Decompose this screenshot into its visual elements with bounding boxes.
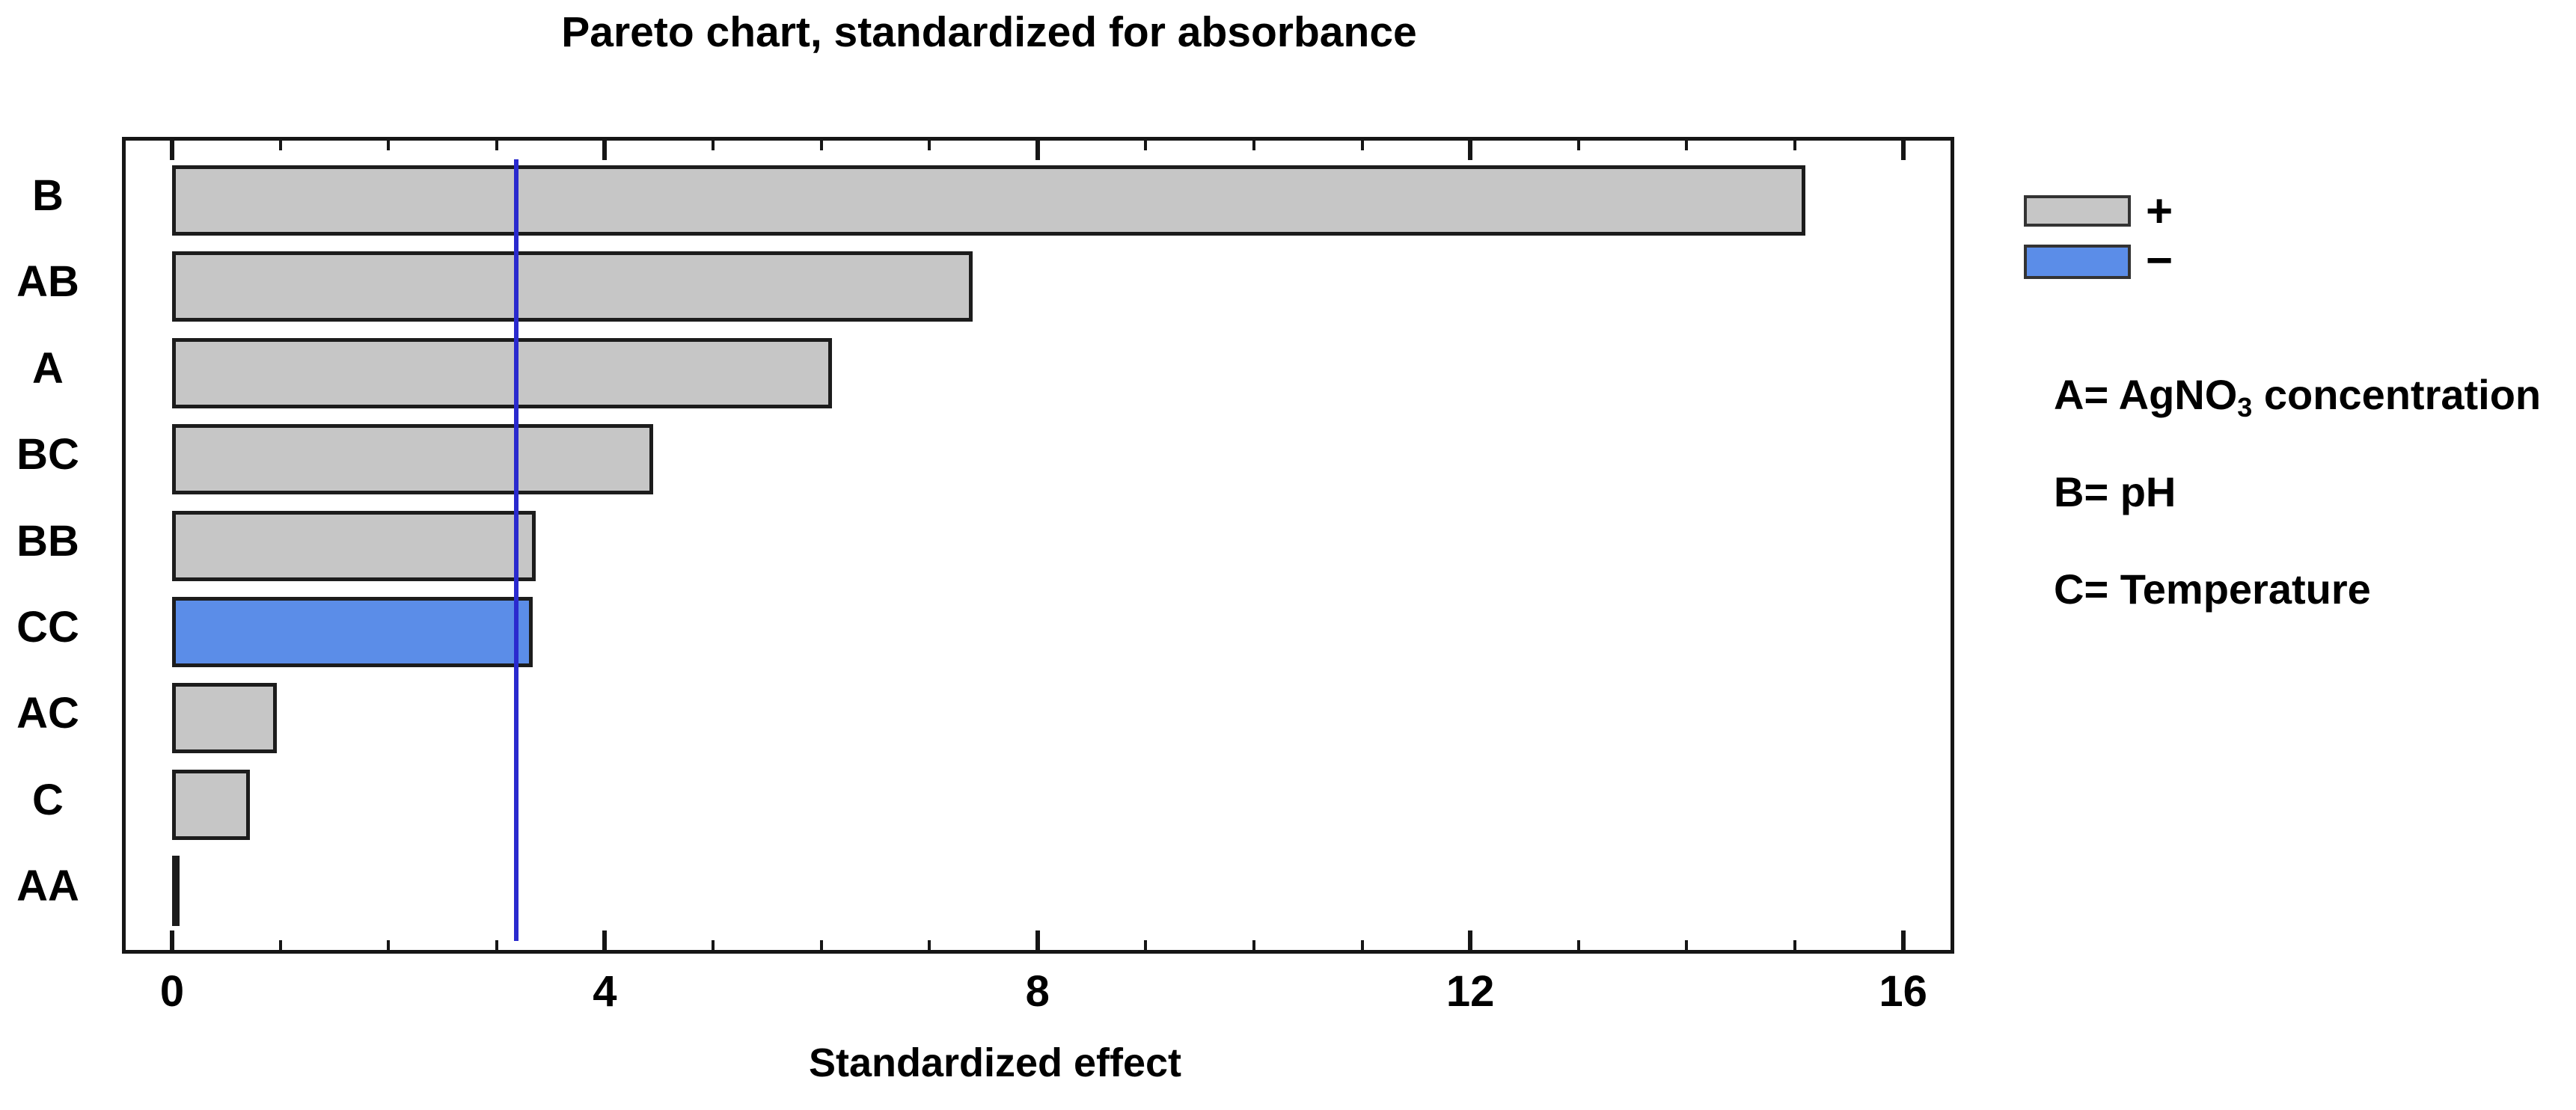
x-tick-top-15 [1793,141,1796,150]
x-tick-bottom-9 [1144,940,1148,950]
x-tick-bottom-11 [1360,940,1364,950]
x-tick-label-12: 12 [1445,967,1495,1016]
plot-area [122,137,1954,954]
x-tick-bottom-4 [602,930,608,950]
x-tick-bottom-13 [1576,940,1580,950]
x-tick-top-16 [1900,141,1906,160]
x-tick-label-0: 0 [159,967,185,1016]
x-tick-bottom-16 [1900,930,1906,950]
x-tick-bottom-1 [278,940,282,950]
x-tick-top-6 [819,141,823,150]
bar-B [172,165,1806,236]
x-tick-top-3 [495,141,498,150]
y-axis-label-BC: BC [16,430,79,479]
x-tick-bottom-0 [170,930,174,950]
x-tick-top-12 [1468,141,1473,160]
bar-CC [172,597,533,667]
x-tick-bottom-14 [1685,940,1689,950]
x-axis-title: Standardized effect [808,1040,1182,1085]
y-axis-label-AB: AB [16,257,79,307]
x-tick-bottom-5 [712,940,715,950]
x-tick-bottom-3 [495,940,498,950]
y-axis-label-A: A [32,343,64,393]
y-axis-label-C: C [32,775,64,824]
y-axis-label-AC: AC [16,689,79,738]
x-tick-bottom-15 [1793,940,1796,950]
significance-reference-line [513,159,518,941]
y-axis-label-B: B [32,171,64,220]
x-tick-top-9 [1144,141,1148,150]
y-axis-label-BB: BB [16,516,79,565]
x-tick-label-8: 8 [1025,967,1050,1016]
subscript-3: 3 [2237,392,2253,423]
x-tick-bottom-10 [1252,940,1255,950]
x-tick-label-4: 4 [593,967,617,1016]
factor-definition-a: A= AgNO3 concentration [2054,371,2542,423]
x-tick-top-14 [1685,141,1689,150]
x-tick-top-8 [1035,141,1040,160]
bar-A [172,337,833,408]
x-tick-bottom-12 [1468,930,1473,950]
x-tick-top-0 [170,141,174,160]
bar-BB [172,510,536,581]
bar-AB [172,251,973,322]
x-tick-top-10 [1252,141,1255,150]
legend-negative-label: − [2146,235,2173,286]
x-tick-top-13 [1576,141,1580,150]
factor-definition-c: C= Temperature [2054,565,2371,613]
y-axis-label-AA: AA [16,862,79,911]
legend-positive-label: + [2146,185,2173,237]
x-tick-label-16: 16 [1879,967,1927,1016]
bar-C [172,769,251,840]
y-axis-label-CC: CC [16,603,79,651]
legend-positive-swatch [2024,195,2131,227]
x-tick-top-4 [602,141,608,160]
x-tick-top-1 [278,141,282,150]
bar-BC [172,424,654,495]
x-tick-bottom-2 [387,940,391,950]
x-tick-top-11 [1360,141,1364,150]
x-tick-bottom-6 [819,940,823,950]
chart-title: Pareto chart, standardized for absorbanc… [561,8,1417,56]
x-tick-bottom-8 [1035,930,1040,950]
bar-AA [172,856,180,927]
legend-negative-swatch [2024,245,2131,279]
x-tick-top-2 [387,141,391,150]
factor-definition-b: B= pH [2054,468,2176,515]
bar-AC [172,683,278,754]
x-tick-bottom-7 [928,940,931,950]
x-tick-top-5 [712,141,715,150]
x-tick-top-7 [928,141,931,150]
